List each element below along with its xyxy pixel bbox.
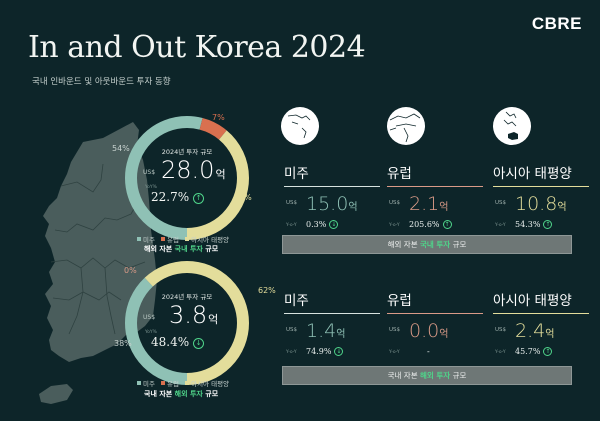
- region-value: 15.0억: [306, 193, 358, 215]
- yoy-label: YoY%: [145, 185, 157, 190]
- arrow-up-icon: ↑: [193, 193, 205, 204]
- arrow-down-icon: ↓: [193, 338, 205, 349]
- yoy-value: 74.9% ↓: [306, 347, 344, 356]
- yoy-label: Y-o-Y: [286, 350, 297, 355]
- region-outbound-asia-pacific: 아시아 태평양 US$ 2.4억 Y-o-Y 45.7% ↑: [493, 289, 589, 359]
- pct-asia: 62%: [258, 286, 276, 295]
- region-value: 10.8억: [515, 193, 567, 215]
- yoy-value: 48.4% ↓: [151, 335, 205, 349]
- region-inbound-asia-pacific: 아시아 태평양 US$ 10.8억 Y-o-Y 54.3% ↑: [493, 162, 589, 232]
- yoy-value: -: [427, 347, 430, 356]
- segment-asia: [125, 261, 249, 385]
- region-inbound-europe: 유럽 US$ 2.1억 Y-o-Y 205.6% ↑: [387, 162, 483, 232]
- outbound-legend: 미주 유럽 아시아 태평양: [137, 378, 233, 388]
- arrow-up-icon: ↑: [442, 220, 452, 229]
- arrow-down-icon: ↓: [334, 347, 344, 356]
- region-value: 1.4억: [306, 320, 346, 342]
- yoy-label: Y-o-Y: [389, 223, 400, 228]
- currency-label: US$: [143, 169, 156, 176]
- inbound-donut-chart: 2024년 투자 규모 US$ 28.0억 YoY% 22.7% ↑: [117, 108, 257, 248]
- yoy-value: 0.3% ↓: [306, 220, 339, 229]
- globe-americas-icon: [281, 107, 319, 145]
- inbound-bar-caption: 해외 자본 국내 투자 규모: [282, 235, 572, 254]
- yoy-value: 22.7% ↑: [151, 190, 205, 204]
- page-subtitle: 국내 인바운드 및 아웃바운드 투자 동향: [32, 77, 171, 87]
- region-name: 유럽: [387, 162, 483, 187]
- region-inbound-americas: 미주 US$ 15.0억 Y-o-Y 0.3% ↓: [284, 162, 380, 232]
- region-name: 미주: [284, 289, 380, 314]
- region-name: 유럽: [387, 289, 483, 314]
- inbound-legend: 미주 유럽 아시아 태평양: [137, 234, 233, 244]
- currency-label: US$: [286, 327, 298, 333]
- globe-asia-pacific-icon: [493, 107, 531, 145]
- currency-label: US$: [389, 327, 401, 333]
- region-value: 2.4억: [515, 320, 555, 342]
- page-title: In and Out Korea 2024: [28, 30, 366, 65]
- total-value: 3.8억: [169, 301, 219, 329]
- yoy-value: 54.3% ↑: [515, 220, 553, 229]
- region-name: 아시아 태평양: [493, 162, 589, 187]
- region-name: 아시아 태평양: [493, 289, 589, 314]
- yoy-label: Y-o-Y: [495, 350, 506, 355]
- globe-europe-africa-icon: [387, 107, 425, 145]
- year-label: 2024년 투자 규모: [161, 148, 213, 156]
- yoy-label: YoY%: [145, 330, 157, 335]
- region-value: 0.0억: [409, 320, 449, 342]
- outbound-caption: 국내 자본 해외 투자 규모: [144, 390, 219, 398]
- pct-europe: 0%: [124, 266, 137, 275]
- arrow-up-icon: ↑: [543, 347, 553, 356]
- currency-label: US$: [495, 327, 507, 333]
- arrow-down-icon: ↓: [329, 220, 339, 229]
- pct-asia: 39%: [234, 193, 252, 202]
- yoy-value: 45.7% ↑: [515, 347, 553, 356]
- yoy-label: Y-o-Y: [495, 223, 506, 228]
- outbound-donut-chart: 2024년 투자 규모 US$ 3.8억 YoY% 48.4% ↓: [117, 253, 257, 393]
- currency-label: US$: [143, 314, 156, 321]
- total-value: 28.0억: [161, 156, 226, 184]
- cbre-logo: CBRE: [531, 14, 582, 33]
- yoy-label: Y-o-Y: [389, 350, 400, 355]
- region-value: 2.1억: [409, 193, 449, 215]
- outbound-bar-caption: 국내 자본 해외 투자 규모: [282, 366, 572, 385]
- inbound-caption: 해외 자본 국내 투자 규모: [144, 245, 219, 253]
- segment-asia: [125, 116, 249, 240]
- year-label: 2024년 투자 규모: [161, 293, 213, 301]
- region-outbound-americas: 미주 US$ 1.4억 Y-o-Y 74.9% ↓: [284, 289, 380, 359]
- region-outbound-europe: 유럽 US$ 0.0억 Y-o-Y -: [387, 289, 483, 359]
- pct-americas: 38%: [114, 339, 132, 348]
- currency-label: US$: [286, 200, 298, 206]
- arrow-up-icon: ↑: [543, 220, 553, 229]
- currency-label: US$: [389, 200, 401, 206]
- currency-label: US$: [495, 200, 507, 206]
- pct-americas: 54%: [112, 144, 130, 153]
- region-name: 미주: [284, 162, 380, 187]
- yoy-value: 205.6% ↑: [409, 220, 452, 229]
- pct-europe: 7%: [212, 113, 225, 122]
- yoy-label: Y-o-Y: [286, 223, 297, 228]
